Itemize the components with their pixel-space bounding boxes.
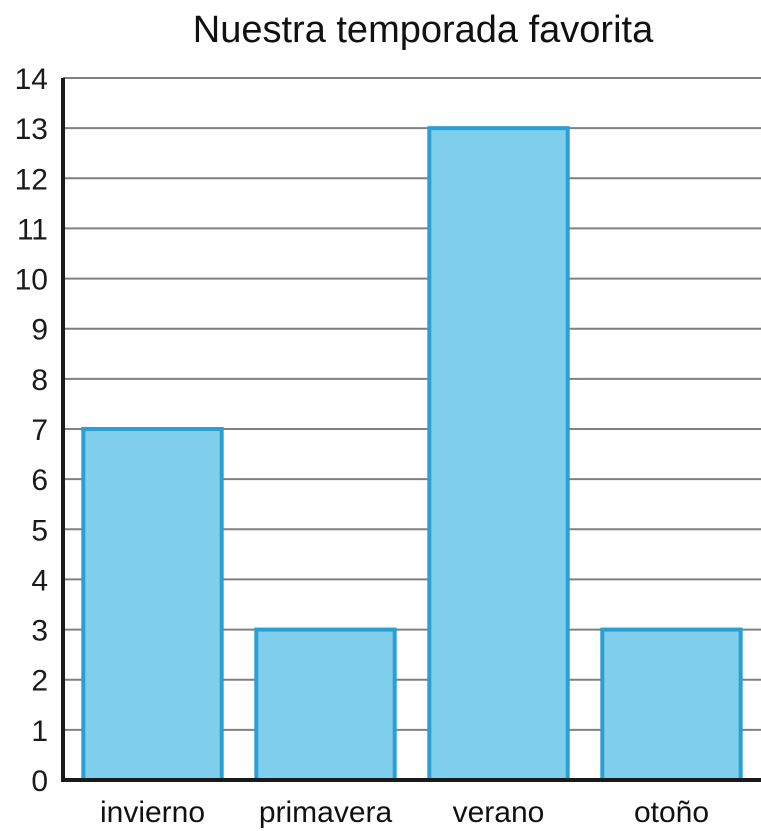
chart-title: Nuestra temporada favorita bbox=[193, 9, 654, 51]
y-tick-label: 3 bbox=[31, 615, 48, 648]
bar-primavera bbox=[254, 627, 397, 782]
axes bbox=[61, 78, 761, 782]
x-tick-label: invierno bbox=[100, 796, 205, 829]
y-tick-label: 2 bbox=[31, 665, 48, 698]
y-tick-label: 14 bbox=[15, 63, 48, 96]
y-tick-label: 9 bbox=[31, 314, 48, 347]
y-tick-label: 6 bbox=[31, 464, 48, 497]
y-tick-label: 5 bbox=[31, 514, 48, 547]
bar-otoño bbox=[600, 627, 743, 782]
y-tick-label: 12 bbox=[15, 163, 48, 196]
bar-invierno bbox=[81, 427, 224, 782]
y-tick-label: 1 bbox=[31, 715, 48, 748]
y-tick-label: 0 bbox=[31, 765, 48, 798]
y-tick-label: 11 bbox=[17, 213, 48, 246]
y-tick-label: 4 bbox=[31, 564, 48, 597]
y-tick-label: 10 bbox=[15, 264, 48, 297]
x-tick-label: otoño bbox=[634, 796, 709, 829]
y-tick-label: 13 bbox=[15, 113, 48, 146]
x-tick-label: verano bbox=[453, 796, 545, 829]
bars bbox=[81, 126, 743, 782]
x-tick-labels: invierno primavera verano otoño bbox=[100, 796, 709, 829]
bar-verano bbox=[427, 126, 570, 782]
y-tick-label: 7 bbox=[31, 414, 48, 447]
y-tick-label: 8 bbox=[31, 364, 48, 397]
x-tick-label: primavera bbox=[259, 796, 393, 829]
